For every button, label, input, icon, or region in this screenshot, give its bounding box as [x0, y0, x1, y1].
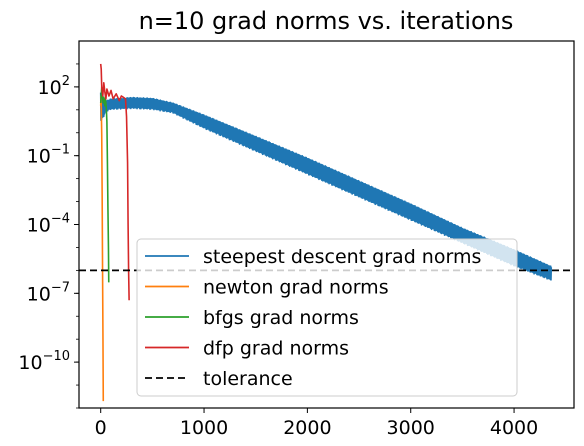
- chart-title: n=10 grad norms vs. iterations: [139, 7, 514, 35]
- x-tick-label: 3000: [387, 417, 435, 439]
- series-line-3: [99, 63, 130, 301]
- legend-label: bfgs grad norms: [203, 307, 359, 329]
- x-axis: 0 1000 2000 3000 4000: [95, 408, 538, 439]
- y-axis: 102 10−1 10−4 10−7 10−10: [18, 63, 79, 409]
- legend: steepest descent grad norms newton grad n…: [136, 238, 518, 397]
- x-tick-label: 2000: [283, 417, 331, 439]
- legend-label: steepest descent grad norms: [203, 246, 481, 268]
- x-tick-label: 1000: [180, 417, 228, 439]
- y-tick-label: 10−4: [27, 212, 70, 237]
- legend-label: tolerance: [203, 368, 293, 390]
- legend-box: [136, 238, 518, 397]
- legend-label: dfp grad norms: [203, 338, 349, 360]
- series-3: [99, 63, 130, 301]
- x-tick-label: 4000: [490, 417, 538, 439]
- legend-label: newton grad norms: [203, 277, 389, 299]
- y-tick-label: 10−1: [27, 143, 70, 168]
- x-tick-label: 0: [95, 417, 107, 439]
- y-tick-label: 102: [38, 74, 70, 99]
- y-tick-label: 10−10: [18, 349, 70, 374]
- y-tick-label: 10−7: [27, 280, 70, 305]
